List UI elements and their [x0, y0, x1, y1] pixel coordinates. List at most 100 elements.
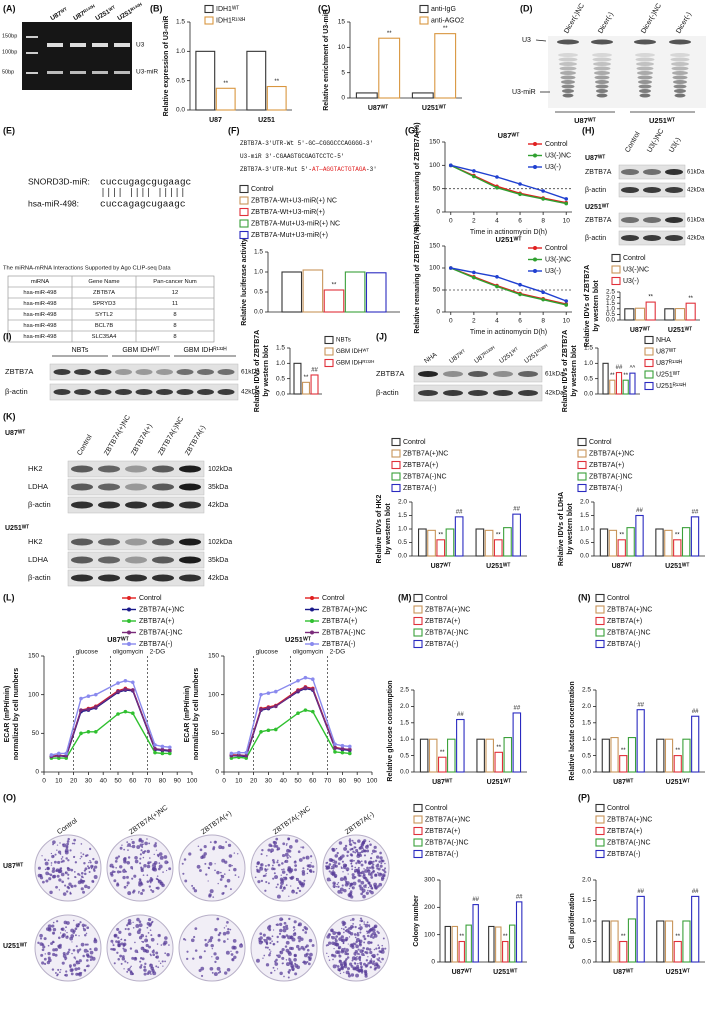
- colony: [364, 974, 368, 978]
- colony: [343, 846, 348, 851]
- y-tick-label: 50: [32, 730, 40, 737]
- colony: [337, 885, 340, 888]
- colony: [256, 861, 260, 866]
- colony: [346, 952, 350, 956]
- blot: [67, 551, 205, 569]
- colony: [47, 859, 50, 862]
- event-label: oligomycin: [113, 649, 144, 656]
- colony: [332, 964, 337, 969]
- band: [559, 66, 577, 71]
- colony: [380, 961, 382, 963]
- colony: [370, 873, 373, 877]
- colony: [303, 879, 306, 882]
- colony: [263, 954, 266, 957]
- event-label: glucose: [256, 649, 279, 656]
- point: [472, 270, 476, 275]
- legend-swatch: [595, 815, 605, 824]
- colony: [219, 878, 223, 881]
- colony: [374, 859, 378, 863]
- colony: [73, 855, 76, 858]
- significance: **: [496, 532, 501, 538]
- colony: [368, 926, 371, 928]
- colony: [124, 927, 127, 931]
- colony: [339, 887, 344, 892]
- colony: [77, 880, 82, 885]
- bar: [619, 755, 628, 773]
- colony: [140, 933, 145, 938]
- size-label: 42kDa: [208, 502, 228, 509]
- x-tick-label: 50: [294, 778, 302, 785]
- band: [53, 389, 71, 395]
- bar: [515, 901, 523, 963]
- colony: [359, 931, 362, 934]
- legend-swatch: [611, 276, 621, 286]
- colony: [379, 864, 383, 868]
- gel: [22, 22, 132, 90]
- table-cell: 8: [173, 323, 176, 329]
- cell-label: U251ᵂᵀ: [585, 204, 609, 211]
- colony: [289, 876, 294, 881]
- colony: [229, 928, 232, 931]
- size-label: 102kDa: [208, 539, 232, 546]
- legend-swatch: [413, 616, 423, 626]
- colony: [126, 970, 129, 973]
- size-label: 42kDa: [241, 389, 260, 396]
- colony: [148, 842, 151, 845]
- colony: [237, 876, 240, 878]
- colony: [136, 845, 141, 849]
- colony: [147, 861, 151, 865]
- colony: [93, 869, 96, 872]
- bar: [682, 920, 691, 963]
- colony: [357, 873, 361, 877]
- colony: [382, 874, 386, 877]
- bar: [355, 92, 378, 99]
- colony: [356, 933, 360, 937]
- point: [123, 687, 128, 692]
- colony: [343, 971, 345, 974]
- colony: [359, 917, 363, 920]
- colony: [56, 974, 59, 977]
- table-header: Pan-cancer Num: [153, 279, 197, 285]
- colony: [76, 925, 79, 928]
- significance: ##: [636, 508, 643, 514]
- colony: [352, 967, 356, 970]
- colony: [363, 954, 365, 956]
- colony: [131, 838, 133, 841]
- y-axis-label: Relative IDVs of LDHA: [558, 492, 565, 566]
- legend-label: U87ᵂᵀ: [656, 348, 676, 355]
- colony: [166, 953, 170, 957]
- colony: [49, 890, 53, 895]
- table-cell: hsa-miR-498: [23, 290, 56, 296]
- colony: [66, 921, 70, 925]
- line: [450, 267, 567, 306]
- colony: [58, 889, 61, 891]
- colony: [311, 865, 315, 868]
- colony: [158, 852, 163, 856]
- point: [153, 747, 157, 751]
- colony: [68, 882, 72, 886]
- colony: [366, 849, 370, 853]
- significance: ##: [692, 889, 699, 895]
- colony: [350, 882, 353, 885]
- point: [229, 751, 234, 756]
- band: [125, 483, 147, 491]
- colony: [276, 968, 279, 970]
- legend-swatch: [577, 460, 587, 470]
- colony: [331, 867, 333, 869]
- band: [560, 75, 576, 80]
- legend-swatch: [644, 370, 654, 379]
- colony: [139, 965, 143, 969]
- colony: [65, 926, 67, 929]
- colony: [50, 852, 53, 855]
- colony: [232, 945, 237, 950]
- significance: **: [304, 375, 309, 381]
- colony: [285, 844, 288, 846]
- y-tick-label: 0.0: [254, 309, 263, 316]
- colony: [367, 940, 371, 945]
- colony: [270, 950, 272, 952]
- colony: [345, 936, 349, 941]
- colony: [346, 850, 350, 854]
- colony: [234, 874, 237, 877]
- colony: [67, 873, 70, 876]
- colony: [274, 960, 277, 963]
